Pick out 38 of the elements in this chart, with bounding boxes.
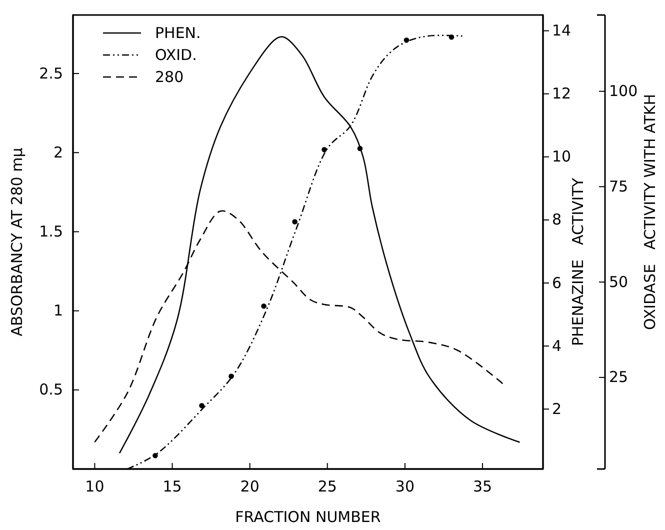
y-tick-label: 0.5	[39, 380, 63, 399]
y2-tick-label: 14	[552, 22, 572, 40]
y-tick-label: 1.5	[39, 222, 63, 241]
y3-tick-label: 25	[609, 368, 628, 386]
point	[448, 34, 454, 40]
y-tick-label: 1	[53, 302, 63, 320]
y2-axis-title: PHENAZINE ACTIVITY	[569, 177, 587, 346]
y2-tick-label: 12	[552, 84, 572, 103]
y3-axis-title: OXIDASE ACTIVITY WITH ATKH	[641, 94, 659, 330]
point	[292, 219, 298, 224]
y2-tick-label: 6	[552, 274, 562, 292]
y3-tick-label: 50	[609, 272, 628, 291]
legend-label: OXID.	[155, 46, 197, 64]
y-tick-label: 2.5	[39, 64, 63, 82]
x-tick-label: 15	[162, 478, 182, 496]
point	[261, 303, 266, 309]
point	[228, 374, 234, 379]
y3-tick-label: 75	[609, 177, 628, 196]
y2-tick-label: 2	[552, 400, 562, 418]
y2-tick-label: 10	[552, 148, 572, 166]
x-tick-label: 30	[395, 478, 414, 496]
point	[322, 147, 327, 152]
point	[199, 403, 204, 408]
y2-tick-label: 8	[552, 210, 562, 229]
point	[357, 146, 363, 152]
x-tick-label: 10	[85, 478, 104, 496]
y2-tick-label: 4	[552, 336, 562, 355]
point	[404, 38, 410, 43]
y-tick-label: 2	[53, 143, 63, 162]
y3-tick-label: 100	[609, 82, 638, 100]
x-tick-label: 25	[318, 478, 337, 496]
point	[152, 453, 158, 458]
legend-label: 280	[155, 68, 184, 86]
x-tick-label: 35	[472, 478, 492, 496]
legend-label: PHEN.	[155, 24, 201, 42]
y-axis-title: ABSORBANCY AT 280 mμ	[8, 147, 26, 336]
x-axis-title: FRACTION NUMBER	[235, 508, 381, 526]
x-tick-label: 20	[240, 478, 260, 496]
